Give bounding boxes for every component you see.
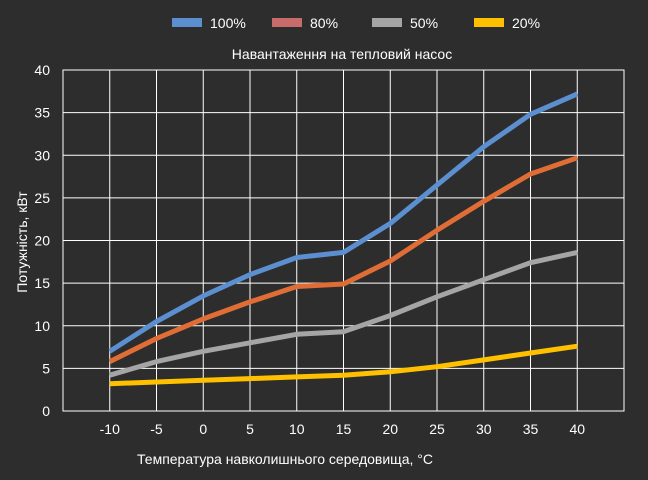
y-tick-label: 20: [34, 233, 50, 249]
x-axis-ticks: -10 -5 0 5 10 15 20 25 30 35 40: [100, 421, 586, 437]
y-tick-label: 30: [34, 147, 50, 163]
legend-swatch: [272, 18, 302, 27]
series-line-100pct: [108, 91, 579, 354]
y-tick-label: 5: [42, 360, 50, 376]
x-tick-label: 20: [382, 421, 398, 437]
grid: [62, 69, 625, 412]
x-tick-label: 40: [569, 421, 585, 437]
x-tick-label: 0: [199, 421, 207, 437]
series-lines: [108, 91, 579, 387]
legend-label: 50%: [410, 15, 438, 31]
y-tick-label: 10: [34, 318, 50, 334]
series-line-20pct: [109, 343, 578, 387]
x-tick-label: 25: [429, 421, 445, 437]
y-tick-label: 15: [34, 275, 50, 291]
legend-swatch: [172, 18, 202, 27]
x-tick-label: -5: [150, 421, 163, 437]
legend-swatch: [372, 18, 402, 27]
y-axis-ticks: 0 5 10 15 20 25 30 35 40: [34, 62, 50, 419]
x-axis-title: Температура навколишнього середовища, °C: [137, 451, 433, 467]
legend-label: 20%: [512, 15, 540, 31]
y-tick-label: 40: [34, 62, 50, 78]
chart-title: Навантаження на тепловий насос: [232, 46, 452, 62]
x-tick-label: 15: [336, 421, 352, 437]
series-line-50pct: [109, 249, 578, 378]
x-tick-label: 30: [476, 421, 492, 437]
legend-swatch: [474, 18, 504, 27]
x-tick-label: 35: [523, 421, 539, 437]
y-tick-label: 35: [34, 105, 50, 121]
legend-label: 80%: [310, 15, 338, 31]
y-tick-label: 25: [34, 190, 50, 206]
x-tick-label: 10: [289, 421, 305, 437]
legend: 100% 80% 50% 20%: [172, 15, 540, 31]
x-tick-label: 5: [246, 421, 254, 437]
y-axis-title: Потужність, кВт: [14, 191, 30, 293]
y-tick-label: 0: [42, 403, 50, 419]
series-line-80pct: [108, 155, 579, 364]
x-tick-label: -10: [100, 421, 120, 437]
legend-label: 100%: [210, 15, 246, 31]
